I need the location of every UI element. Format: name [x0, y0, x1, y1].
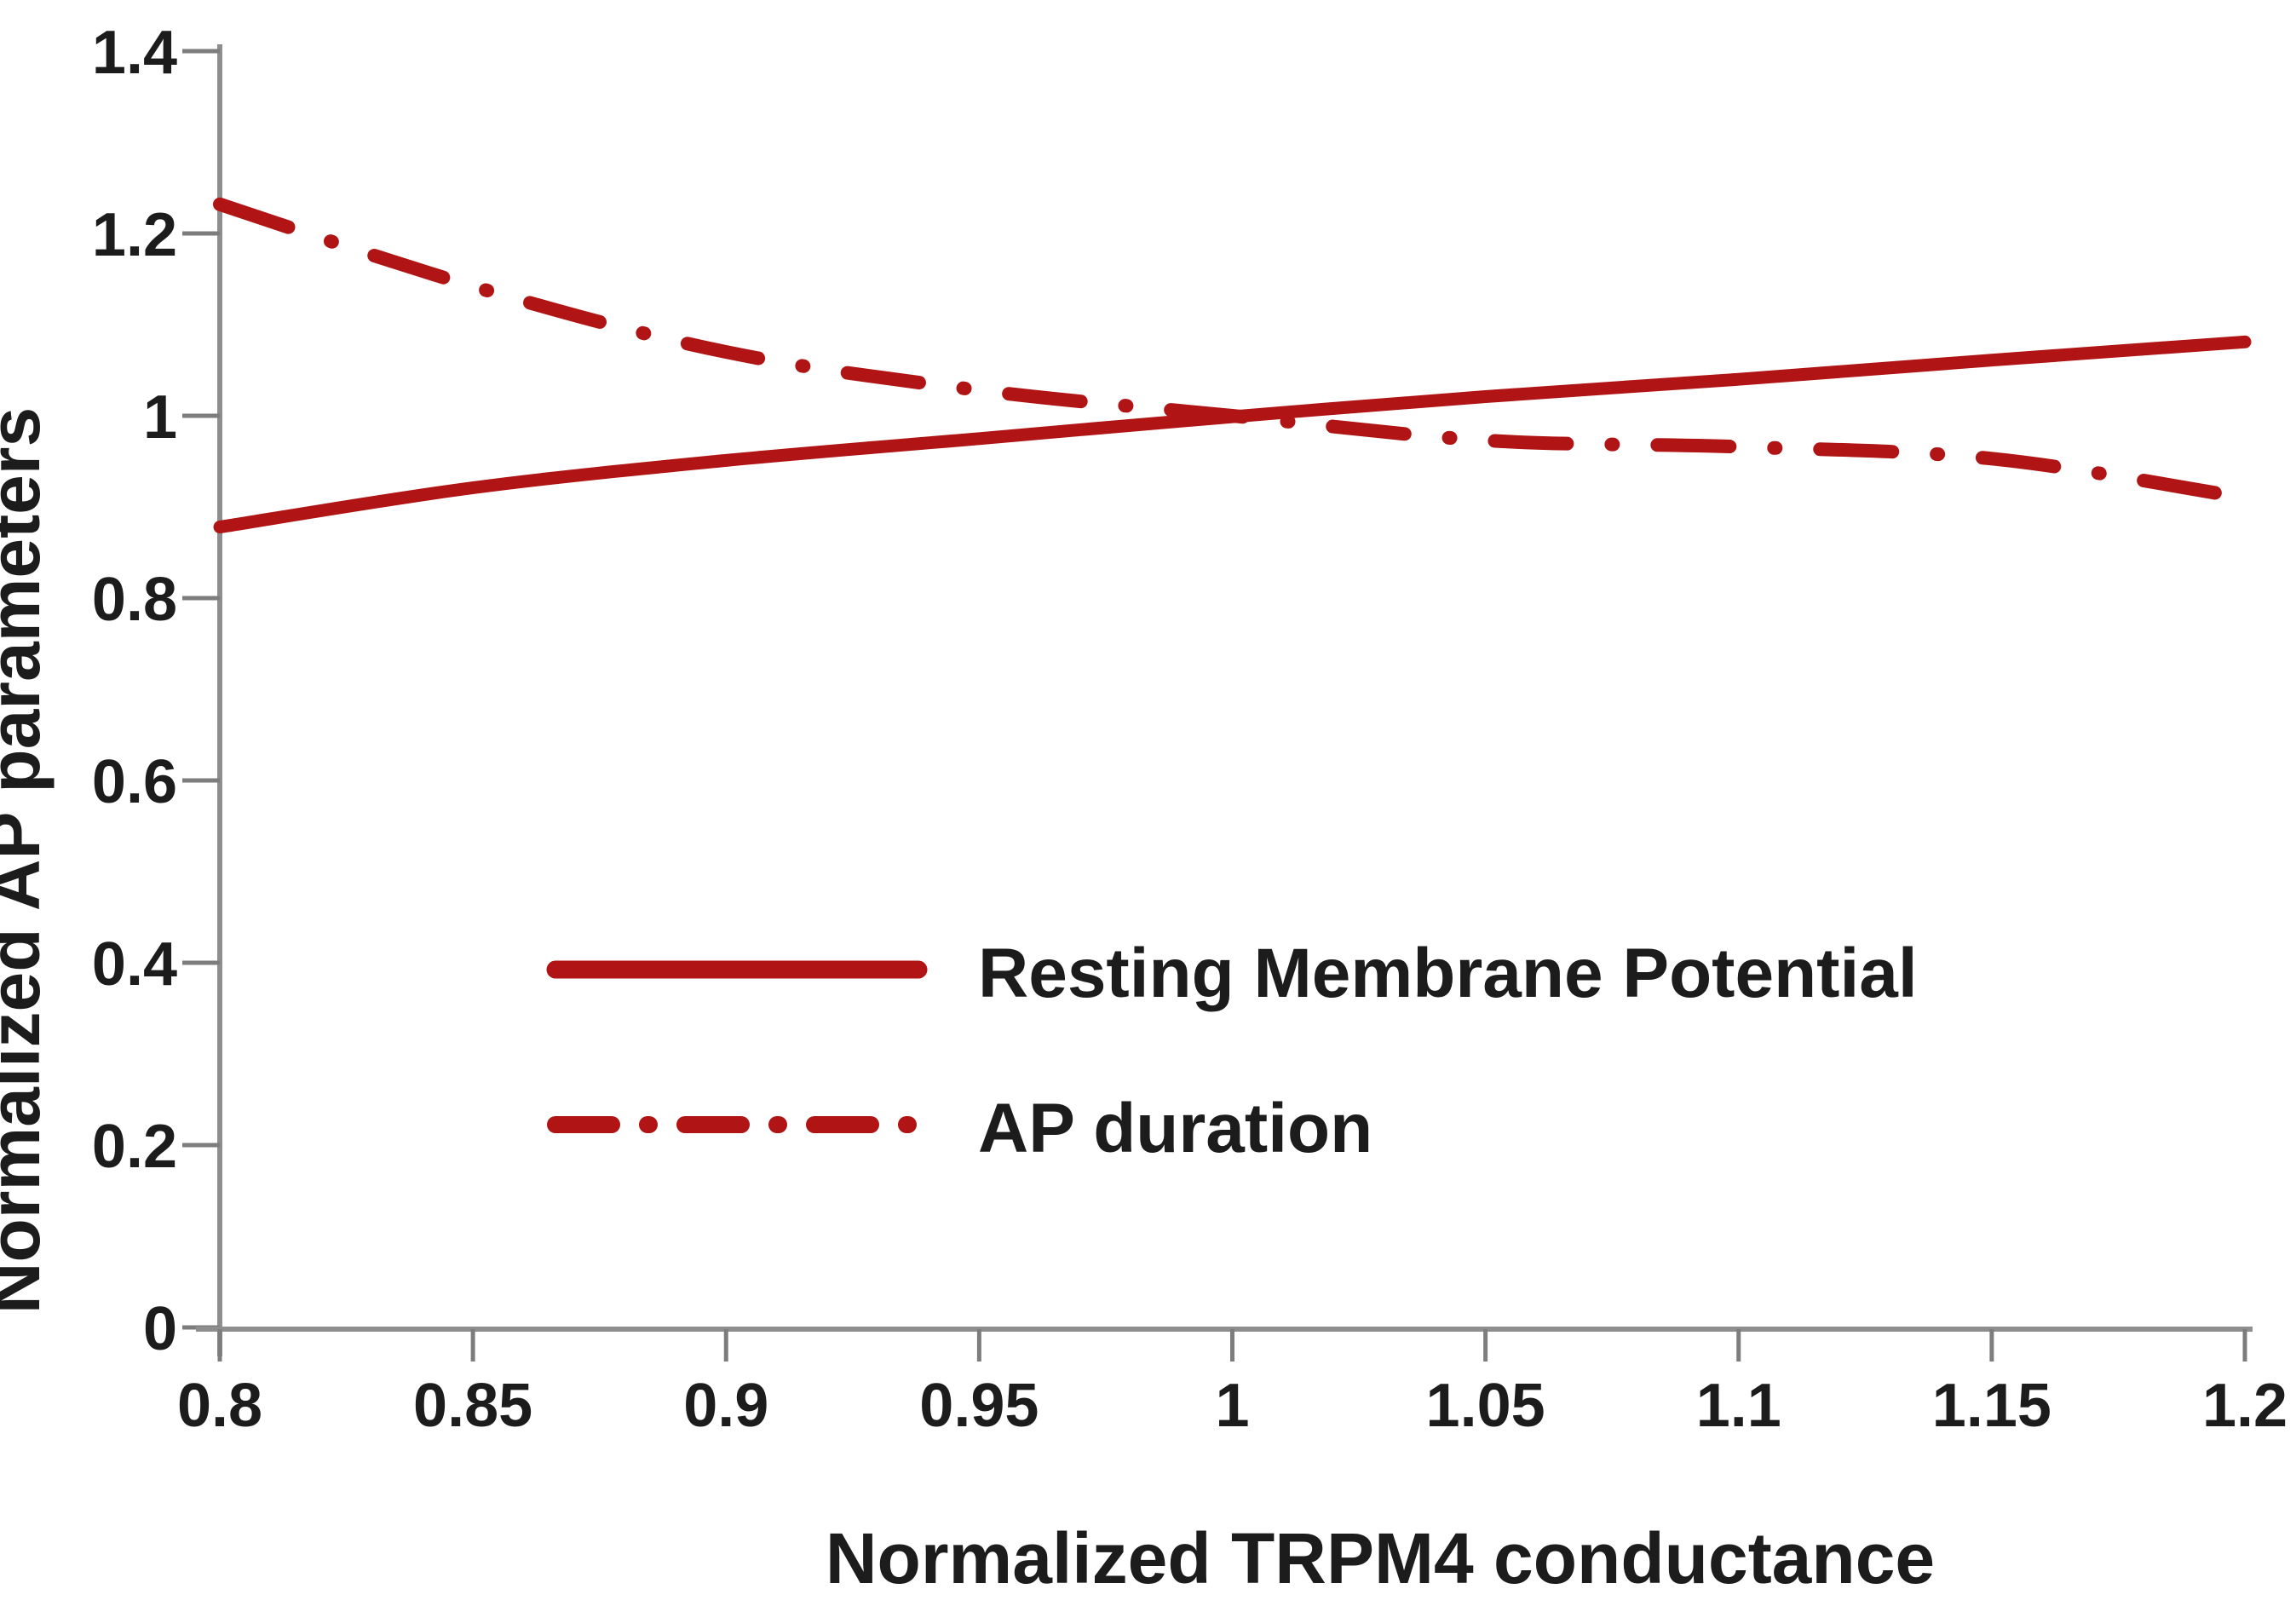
rmp-line — [213, 335, 2252, 534]
y-tick-label: 1.2 — [92, 201, 177, 269]
y-tick-label: 0 — [143, 1295, 177, 1363]
y-tick-label: 0.8 — [92, 566, 177, 634]
x-axis-ticks: 0.8 0.85 0.9 0.95 1 1.05 1.1 1.15 1.2 — [177, 1329, 2287, 1440]
y-axis-title: Normalized AP parameters — [0, 407, 55, 1314]
x-tick-label: 1.1 — [1696, 1372, 1781, 1440]
x-tick-label: 1.2 — [2202, 1372, 2287, 1440]
y-axis: 1.4 1.2 1 0.8 0.6 0.4 0.2 0 — [92, 19, 222, 1363]
legend-apd-label: AP duration — [978, 1090, 1372, 1167]
y-tick-label: 1.4 — [92, 19, 177, 87]
y-axis-ticks: 1.4 1.2 1 0.8 0.6 0.4 0.2 0 — [92, 19, 220, 1363]
x-tick-label: 0.85 — [413, 1372, 532, 1440]
x-axis: 0.8 0.85 0.9 0.95 1 1.05 1.1 1.15 1.2 — [177, 1327, 2287, 1440]
x-tick-label: 0.9 — [683, 1372, 768, 1440]
x-axis-title: Normalized TRPM4 conductance — [826, 1518, 1935, 1598]
y-tick-label: 0.2 — [92, 1113, 177, 1181]
legend-rmp-label: Resting Membrane Potential — [978, 935, 1918, 1012]
y-tick-label: 1 — [143, 383, 177, 452]
legend: Resting Membrane Potential AP duration — [546, 935, 1918, 1167]
x-tick-label: 1 — [1215, 1372, 1249, 1440]
x-tick-label: 0.8 — [177, 1372, 262, 1440]
y-tick-label: 0.6 — [92, 748, 177, 816]
ap-duration-line — [213, 197, 2252, 505]
x-tick-label: 0.95 — [919, 1372, 1039, 1440]
x-tick-label: 1.15 — [1932, 1372, 2051, 1440]
y-tick-label: 0.4 — [92, 930, 177, 999]
x-tick-label: 1.05 — [1426, 1372, 1545, 1440]
